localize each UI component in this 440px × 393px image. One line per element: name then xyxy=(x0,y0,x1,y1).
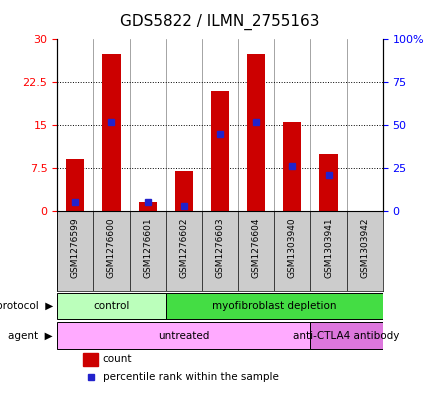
Text: GSM1303940: GSM1303940 xyxy=(288,217,297,278)
Text: GSM1303941: GSM1303941 xyxy=(324,217,333,278)
Bar xyxy=(247,53,265,211)
Text: anti-CTLA4 antibody: anti-CTLA4 antibody xyxy=(293,331,400,341)
Bar xyxy=(211,91,229,211)
Bar xyxy=(66,160,84,211)
Text: count: count xyxy=(103,354,132,364)
Bar xyxy=(139,202,157,211)
Bar xyxy=(57,293,166,320)
Bar xyxy=(319,154,337,211)
Text: GSM1276600: GSM1276600 xyxy=(107,217,116,278)
Bar xyxy=(103,53,121,211)
Text: percentile rank within the sample: percentile rank within the sample xyxy=(103,373,279,382)
Bar xyxy=(283,122,301,211)
Text: agent  ▶: agent ▶ xyxy=(8,331,53,341)
Text: protocol  ▶: protocol ▶ xyxy=(0,301,53,311)
Text: GSM1276602: GSM1276602 xyxy=(180,217,188,278)
Text: GSM1276599: GSM1276599 xyxy=(71,217,80,278)
Text: myofibroblast depletion: myofibroblast depletion xyxy=(212,301,337,311)
Text: control: control xyxy=(93,301,130,311)
Text: GSM1276604: GSM1276604 xyxy=(252,217,260,278)
Text: GSM1303942: GSM1303942 xyxy=(360,217,369,278)
Bar xyxy=(166,293,383,320)
Bar xyxy=(83,353,98,366)
Text: untreated: untreated xyxy=(158,331,209,341)
Text: GDS5822 / ILMN_2755163: GDS5822 / ILMN_2755163 xyxy=(120,14,320,30)
Text: GSM1276601: GSM1276601 xyxy=(143,217,152,278)
Bar xyxy=(175,171,193,211)
Bar xyxy=(57,322,311,349)
Bar xyxy=(311,322,383,349)
Text: GSM1276603: GSM1276603 xyxy=(216,217,224,278)
